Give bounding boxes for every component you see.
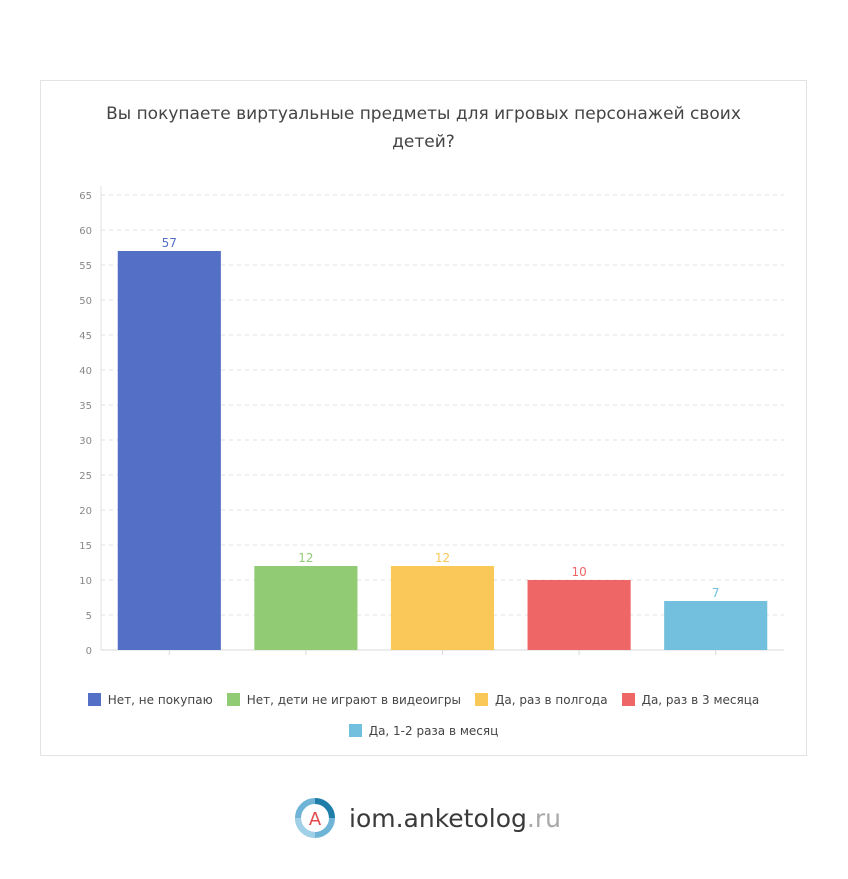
bar-value-label: 12	[435, 551, 450, 565]
legend-item[interactable]: Нет, не покупаю	[87, 692, 213, 707]
y-tick-label: 20	[79, 506, 92, 517]
y-tick-label: 10	[79, 576, 92, 587]
y-tick-label: 65	[79, 191, 92, 202]
bar-value-label: 7	[712, 586, 720, 600]
bar-value-label: 57	[162, 236, 177, 250]
bar[interactable]	[390, 566, 495, 650]
legend-item[interactable]: Да, раз в 3 месяца	[621, 692, 760, 707]
legend-label: Да, 1-2 раза в месяц	[368, 723, 499, 738]
y-tick-label: 50	[79, 296, 92, 307]
y-tick-label: 15	[79, 541, 92, 552]
chart-title: Вы покупаете виртуальные предметы для иг…	[106, 104, 741, 152]
legend-label: Нет, не покупаю	[107, 692, 213, 707]
bar[interactable]	[664, 601, 768, 650]
legend-label: Да, раз в полгода	[495, 692, 608, 707]
anketolog-logo-icon: A	[295, 798, 335, 838]
legend-item[interactable]: Да, раз в полгода	[475, 692, 608, 707]
legend-label: Нет, дети не играют в видеоигры	[246, 692, 461, 707]
y-tick-label: 25	[79, 471, 92, 482]
y-tick-label: 35	[79, 401, 92, 412]
bar[interactable]	[117, 251, 221, 650]
y-tick-label: 55	[79, 261, 92, 272]
legend-swatch	[87, 693, 101, 706]
bar-value-label: 10	[571, 565, 586, 579]
y-tick-label: 45	[79, 331, 92, 342]
logo-wordmark[interactable]: iom.anketolog.ru	[349, 803, 561, 833]
y-tick-label: 40	[79, 366, 92, 377]
svg-text:A: A	[309, 809, 322, 830]
bar[interactable]	[527, 580, 631, 650]
chart-legend: Нет, не покупаю Нет, дети не играют в вид…	[40, 692, 807, 738]
bar-value-label: 12	[298, 551, 313, 565]
legend-item[interactable]: Нет, дети не играют в видеоигры	[226, 692, 461, 707]
y-tick-label: 30	[79, 436, 92, 447]
bar[interactable]	[254, 566, 358, 650]
y-tick-label: 0	[86, 646, 92, 657]
legend-label: Да, раз в 3 месяца	[641, 692, 760, 707]
y-tick-label: 5	[86, 611, 92, 622]
legend-swatch	[475, 693, 488, 706]
y-tick-label: 60	[79, 226, 92, 237]
anketolog-logo: A iom.anketolog.ru	[293, 795, 561, 841]
legend-item[interactable]: Да, 1-2 раза в месяц	[348, 723, 499, 738]
legend-swatch	[621, 693, 635, 706]
legend-swatch	[348, 724, 362, 737]
legend-swatch	[226, 693, 240, 706]
